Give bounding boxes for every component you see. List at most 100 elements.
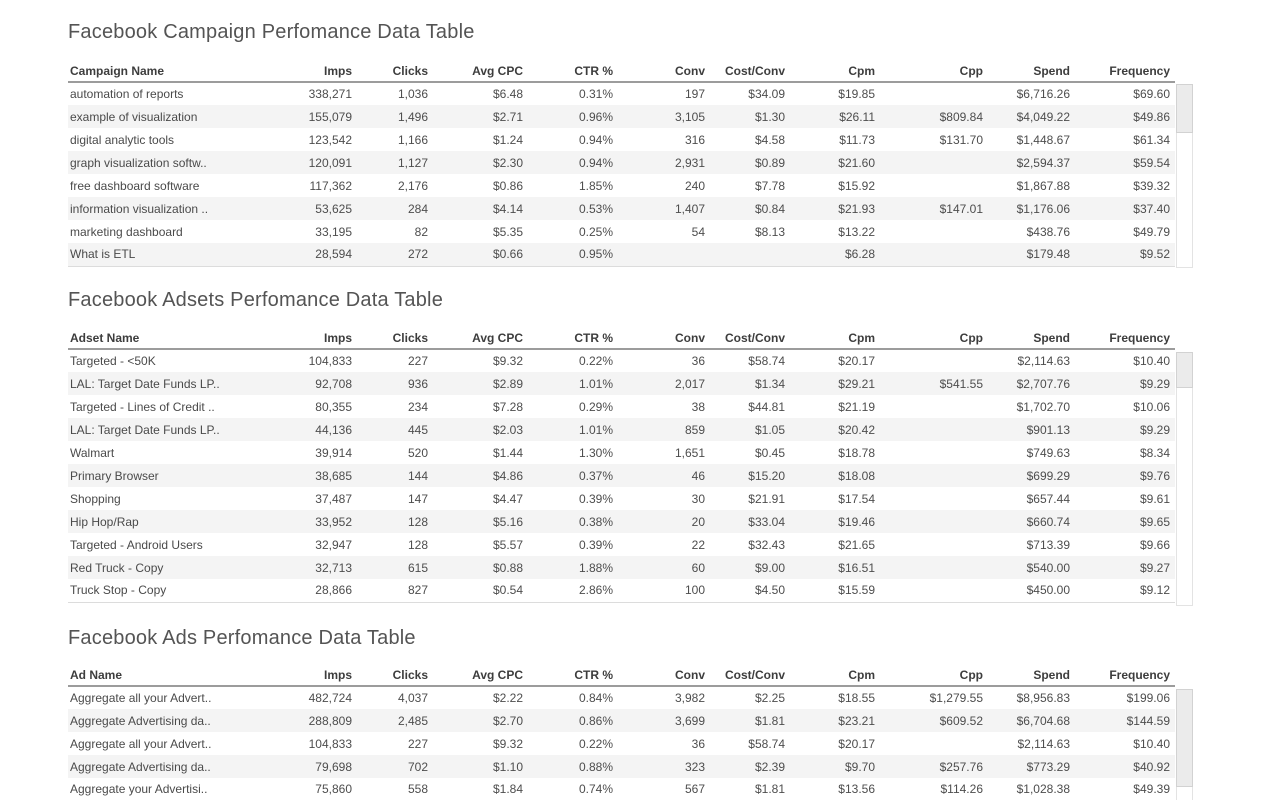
value-cell[interactable]: $2.22 <box>492 691 523 705</box>
value-cell[interactable]: $749.63 <box>1026 445 1070 460</box>
value-cell[interactable]: $15.92 <box>838 178 875 193</box>
column-header[interactable]: Conv <box>618 330 710 350</box>
value-cell[interactable]: $34.09 <box>748 87 785 101</box>
value-cell[interactable]: 32,713 <box>315 560 352 575</box>
value-cell[interactable]: 227 <box>407 736 428 751</box>
value-cell[interactable]: $2.89 <box>492 376 523 391</box>
value-cell[interactable]: $33.04 <box>748 514 785 529</box>
value-cell[interactable]: 558 <box>357 778 433 800</box>
column-header[interactable]: CTR % <box>528 63 618 83</box>
value-cell[interactable]: $9.70 <box>844 759 875 774</box>
value-cell[interactable]: $179.48 <box>988 243 1075 267</box>
value-cell[interactable]: $59.54 <box>1133 155 1170 170</box>
value-cell[interactable]: $131.70 <box>939 132 983 147</box>
value-cell[interactable]: 1,036 <box>397 87 428 101</box>
name-cell[interactable]: Aggregate all your Advert.. <box>70 691 212 705</box>
value-cell[interactable]: $5.16 <box>492 514 523 529</box>
value-cell[interactable]: $10.40 <box>1133 736 1170 751</box>
value-cell[interactable]: $657.44 <box>1026 491 1070 506</box>
value-cell[interactable] <box>880 441 988 464</box>
name-cell[interactable]: digital analytic tools <box>70 132 175 147</box>
value-cell[interactable]: $61.34 <box>1133 132 1170 147</box>
value-cell[interactable]: 147 <box>407 491 428 506</box>
value-cell[interactable]: 28,594 <box>290 243 357 267</box>
value-cell[interactable]: $44.81 <box>748 399 785 414</box>
column-header[interactable]: Cpp <box>880 667 988 687</box>
value-cell[interactable]: 2,931 <box>674 155 705 170</box>
value-cell[interactable]: 234 <box>407 399 428 414</box>
value-cell[interactable]: $609.52 <box>939 713 983 728</box>
value-cell[interactable]: $4.86 <box>492 468 523 483</box>
value-cell[interactable]: $2.25 <box>754 691 785 705</box>
name-cell[interactable]: LAL: Target Date Funds LP.. <box>70 422 220 437</box>
value-cell[interactable]: $21.91 <box>748 491 785 506</box>
value-cell[interactable]: $9.66 <box>1139 537 1170 552</box>
name-cell[interactable]: Targeted - <50K <box>70 354 156 368</box>
column-header[interactable]: Frequency <box>1075 330 1175 350</box>
value-cell[interactable]: $10.40 <box>1133 354 1170 368</box>
value-cell[interactable]: $69.60 <box>1133 87 1170 101</box>
value-cell[interactable]: $4.58 <box>754 132 785 147</box>
value-cell[interactable]: $19.85 <box>838 87 875 101</box>
table-row[interactable]: graph visualization softw.. 120,091 1,127 $… <box>68 151 1175 174</box>
value-cell[interactable]: $1.34 <box>754 376 785 391</box>
value-cell[interactable]: 4,037 <box>397 691 428 705</box>
value-cell[interactable]: 44,136 <box>315 422 352 437</box>
value-cell[interactable]: $13.22 <box>838 224 875 239</box>
value-cell[interactable]: 82 <box>414 224 428 239</box>
value-cell[interactable] <box>880 487 988 510</box>
value-cell[interactable] <box>710 243 790 267</box>
value-cell[interactable]: 33,195 <box>315 224 352 239</box>
value-cell[interactable]: $10.06 <box>1133 399 1170 414</box>
value-cell[interactable]: 272 <box>357 243 433 267</box>
name-cell[interactable]: LAL: Target Date Funds LP.. <box>70 376 220 391</box>
value-cell[interactable]: $15.20 <box>748 468 785 483</box>
name-cell[interactable]: example of visualization <box>70 109 198 124</box>
table-row[interactable]: Red Truck - Copy 32,713 615 $0.88 1.88% 60 $9.… <box>68 556 1175 579</box>
value-cell[interactable]: 0.86% <box>578 713 613 728</box>
value-cell[interactable]: $147.01 <box>939 201 983 216</box>
value-cell[interactable]: $1.81 <box>754 713 785 728</box>
name-cell[interactable]: graph visualization softw.. <box>70 155 207 170</box>
value-cell[interactable]: $1.30 <box>754 109 785 124</box>
value-cell[interactable]: 39,914 <box>315 445 352 460</box>
value-cell[interactable]: $6,704.68 <box>1016 713 1070 728</box>
value-cell[interactable]: 36 <box>691 736 705 751</box>
name-cell[interactable]: free dashboard software <box>70 178 200 193</box>
value-cell[interactable]: 0.88% <box>578 759 613 774</box>
column-header[interactable]: Cost/Conv <box>710 63 790 83</box>
value-cell[interactable]: $19.46 <box>838 514 875 529</box>
name-cell[interactable]: information visualization .. <box>70 201 209 216</box>
name-cell[interactable]: automation of reports <box>70 87 184 101</box>
value-cell[interactable]: 1.01% <box>578 422 613 437</box>
table-row[interactable]: marketing dashboard 33,195 82 $5.35 0.25% 54 $… <box>68 220 1175 243</box>
value-cell[interactable]: $1.44 <box>492 445 523 460</box>
value-cell[interactable]: $450.00 <box>988 579 1075 603</box>
value-cell[interactable] <box>880 510 988 533</box>
value-cell[interactable]: 38,685 <box>315 468 352 483</box>
value-cell[interactable]: $9.27 <box>1139 560 1170 575</box>
value-cell[interactable]: $0.45 <box>754 445 785 460</box>
value-cell[interactable]: 53,625 <box>315 201 352 216</box>
column-header[interactable]: Cpm <box>790 667 880 687</box>
value-cell[interactable]: $26.11 <box>839 109 875 124</box>
value-cell[interactable]: 54 <box>691 224 705 239</box>
value-cell[interactable]: 520 <box>407 445 428 460</box>
value-cell[interactable]: $9.32 <box>492 354 523 368</box>
value-cell[interactable]: $32.43 <box>748 537 785 552</box>
table-row[interactable]: Primary Browser 38,685 144 $4.86 0.37% 46 $15.… <box>68 464 1175 487</box>
value-cell[interactable] <box>880 418 988 441</box>
value-cell[interactable]: $0.54 <box>433 579 528 603</box>
column-header[interactable]: Adset Name <box>68 330 290 350</box>
value-cell[interactable]: $58.74 <box>748 736 785 751</box>
value-cell[interactable]: 60 <box>691 560 705 575</box>
value-cell[interactable]: 1.01% <box>578 376 613 391</box>
value-cell[interactable]: 155,079 <box>308 109 352 124</box>
value-cell[interactable]: $7.78 <box>754 178 785 193</box>
table-row[interactable]: Targeted - <50K 104,833 227 $9.32 0.22% 36 $58… <box>68 349 1175 372</box>
value-cell[interactable]: $49.86 <box>1133 109 1170 124</box>
value-cell[interactable]: $37.40 <box>1133 201 1170 216</box>
column-header[interactable]: Spend <box>988 667 1075 687</box>
column-header[interactable]: Cost/Conv <box>710 330 790 350</box>
table-row[interactable]: Aggregate Advertising da.. 288,809 2,485 $2… <box>68 709 1175 732</box>
